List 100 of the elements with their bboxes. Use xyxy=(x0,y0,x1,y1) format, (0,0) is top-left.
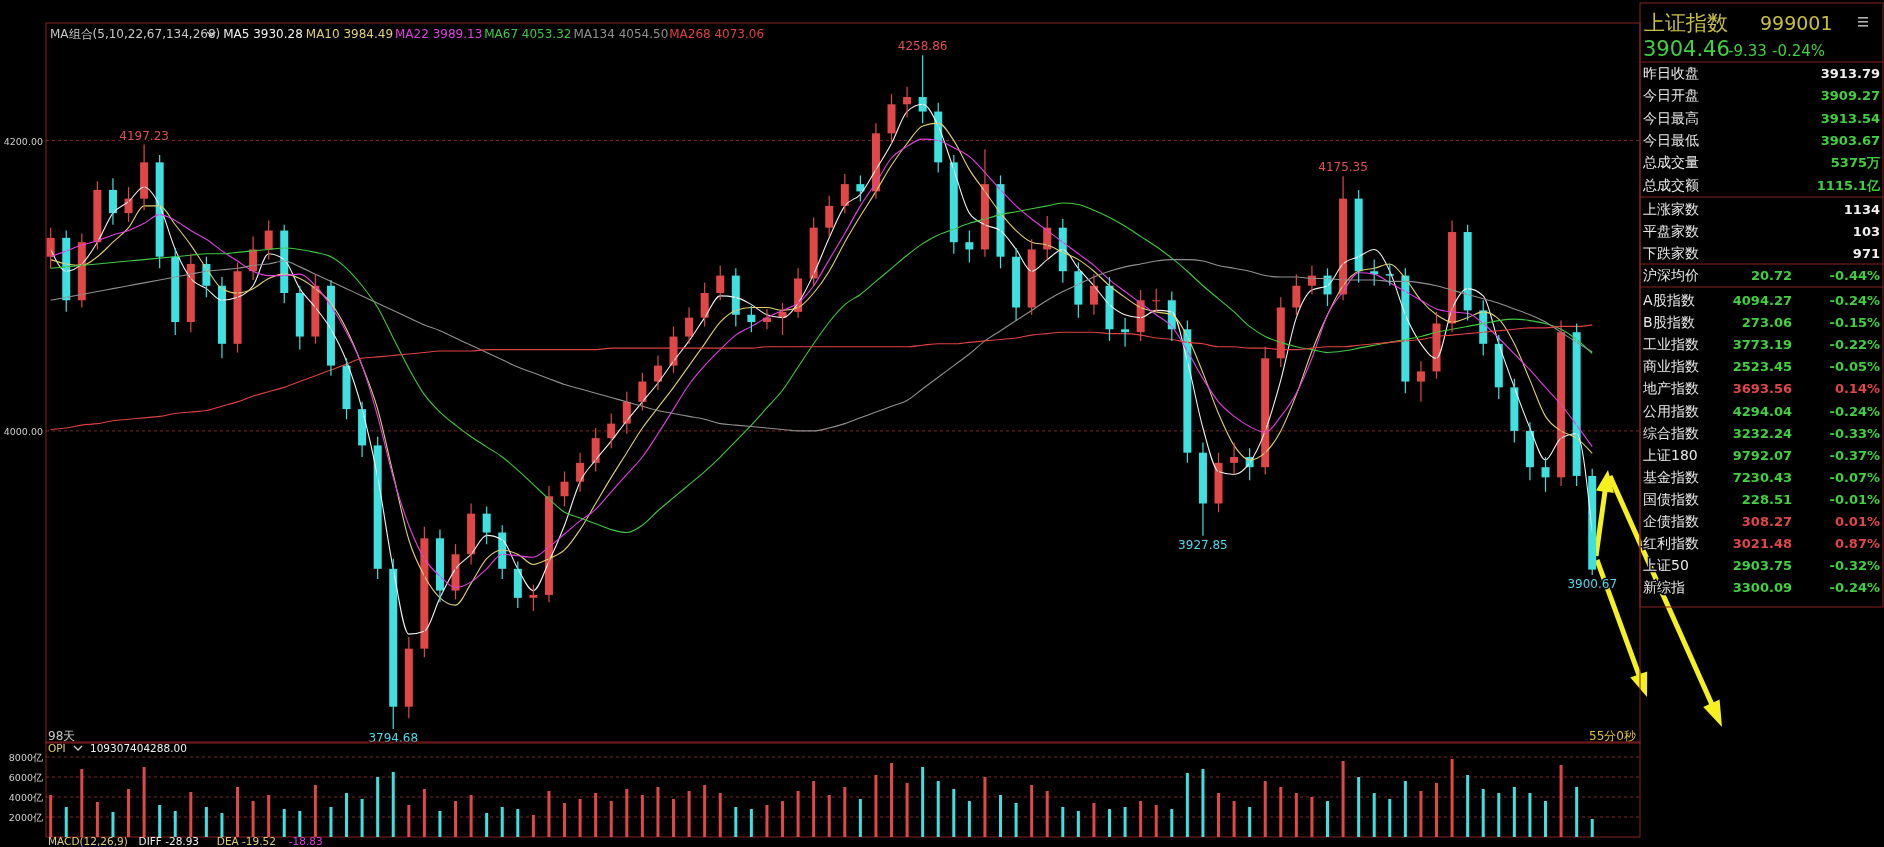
data-label: 3773.19 xyxy=(1732,337,1792,353)
bar xyxy=(1045,791,1049,837)
bar xyxy=(360,799,364,837)
data-label: 3300.09 xyxy=(1732,580,1792,596)
data-label: -0.07% xyxy=(1829,469,1880,485)
category-label: A股指数 xyxy=(1643,292,1695,308)
bar xyxy=(236,787,240,837)
bar xyxy=(1263,781,1267,837)
bar xyxy=(329,807,333,837)
data-label: 228.51 xyxy=(1741,491,1792,507)
bar xyxy=(703,785,707,837)
bar xyxy=(204,807,208,837)
annotation: -18.83 xyxy=(288,835,323,847)
bar xyxy=(1435,783,1438,837)
bar xyxy=(531,815,535,837)
bar xyxy=(1294,793,1298,837)
bar xyxy=(1341,761,1345,837)
data-label: 273.06 xyxy=(1741,315,1792,331)
data-label: 971 xyxy=(1852,246,1880,261)
bar xyxy=(267,795,271,837)
bar xyxy=(656,787,660,837)
data-label: 7230.43 xyxy=(1732,469,1792,485)
bar xyxy=(1575,787,1579,837)
line-series xyxy=(50,202,1593,534)
category-label: 商业指数 xyxy=(1643,358,1699,375)
bar xyxy=(1326,801,1330,837)
annotation: DIFF -28.93 xyxy=(138,835,200,847)
bar xyxy=(547,791,551,837)
bar xyxy=(345,793,349,837)
bar xyxy=(1403,781,1407,837)
bar xyxy=(749,809,753,837)
bar xyxy=(827,795,831,837)
data-label: 0.01% xyxy=(1834,514,1880,529)
data-label: -0.24% xyxy=(1829,293,1880,308)
bar xyxy=(921,767,925,837)
bar xyxy=(500,807,504,837)
bar xyxy=(563,803,567,837)
text: -9.33 xyxy=(1728,42,1767,60)
bar xyxy=(781,801,785,837)
data-label: 5375万 xyxy=(1830,155,1880,171)
bar xyxy=(967,801,971,837)
bar xyxy=(594,793,598,837)
category-label: 上证180 xyxy=(1643,446,1698,463)
bar xyxy=(1310,797,1314,837)
bar xyxy=(1512,787,1516,837)
bar xyxy=(1544,801,1547,837)
annotation: 3927.85 xyxy=(1178,537,1228,552)
bar xyxy=(1279,787,1283,837)
data-label: 3693.56 xyxy=(1732,381,1792,397)
y-tick-label: 4000亿 xyxy=(8,791,43,803)
data-label: -0.24% xyxy=(1829,403,1880,419)
bar xyxy=(672,799,676,837)
annotation: 4197.23 xyxy=(119,128,169,143)
bar xyxy=(1419,791,1423,837)
category-label: 公用指数 xyxy=(1643,402,1699,419)
bar xyxy=(687,791,691,837)
data-label: -0.22% xyxy=(1829,337,1880,353)
text: 上证指数 xyxy=(1644,11,1728,35)
bar xyxy=(812,781,816,837)
category-label: 今日最高 xyxy=(1643,109,1699,126)
category-label: 国债指数 xyxy=(1643,490,1699,507)
data-label: -0.01% xyxy=(1829,491,1880,507)
data-label: 3021.48 xyxy=(1732,536,1792,552)
bar xyxy=(313,785,317,837)
data-label: -0.32% xyxy=(1829,558,1880,574)
data-label: 4294.04 xyxy=(1732,403,1792,419)
bar xyxy=(1170,809,1174,837)
category-label: 平盘家数 xyxy=(1643,223,1699,239)
bar xyxy=(485,813,489,837)
category-label: 昨日收盘 xyxy=(1643,65,1699,81)
category-label: 地产指数 xyxy=(1642,380,1699,397)
text: MA67 4053.32 xyxy=(484,27,572,41)
category-label: 基金指数 xyxy=(1643,468,1699,485)
category-label: 总成交额 xyxy=(1642,176,1699,193)
bar xyxy=(843,787,847,837)
bar xyxy=(80,769,84,837)
bar xyxy=(64,807,68,837)
annotation: MACD(12,26,9) xyxy=(48,835,128,847)
bar xyxy=(609,801,613,837)
bar xyxy=(874,775,878,837)
category-label: B股指数 xyxy=(1643,314,1695,331)
data-label: 0.14% xyxy=(1834,381,1880,397)
bar xyxy=(1201,769,1205,837)
bar xyxy=(1357,777,1361,837)
chart-title: MA组合(5,10,22,67,134,268) xyxy=(50,27,221,41)
bar xyxy=(625,789,629,837)
chart-title: OPI xyxy=(48,742,66,754)
bar xyxy=(438,811,442,837)
bar xyxy=(251,801,255,837)
bar xyxy=(469,795,473,837)
text: -0.24% xyxy=(1772,42,1826,60)
data-label: 0.87% xyxy=(1834,536,1880,552)
annotation: 55分0秒 xyxy=(1589,729,1636,743)
bar xyxy=(1559,765,1563,837)
data-label: 3232.24 xyxy=(1732,425,1792,441)
candlestick xyxy=(529,584,538,612)
bar xyxy=(1590,819,1594,837)
bar xyxy=(718,793,722,837)
data-label: 3913.79 xyxy=(1820,66,1880,81)
bar xyxy=(936,781,940,837)
